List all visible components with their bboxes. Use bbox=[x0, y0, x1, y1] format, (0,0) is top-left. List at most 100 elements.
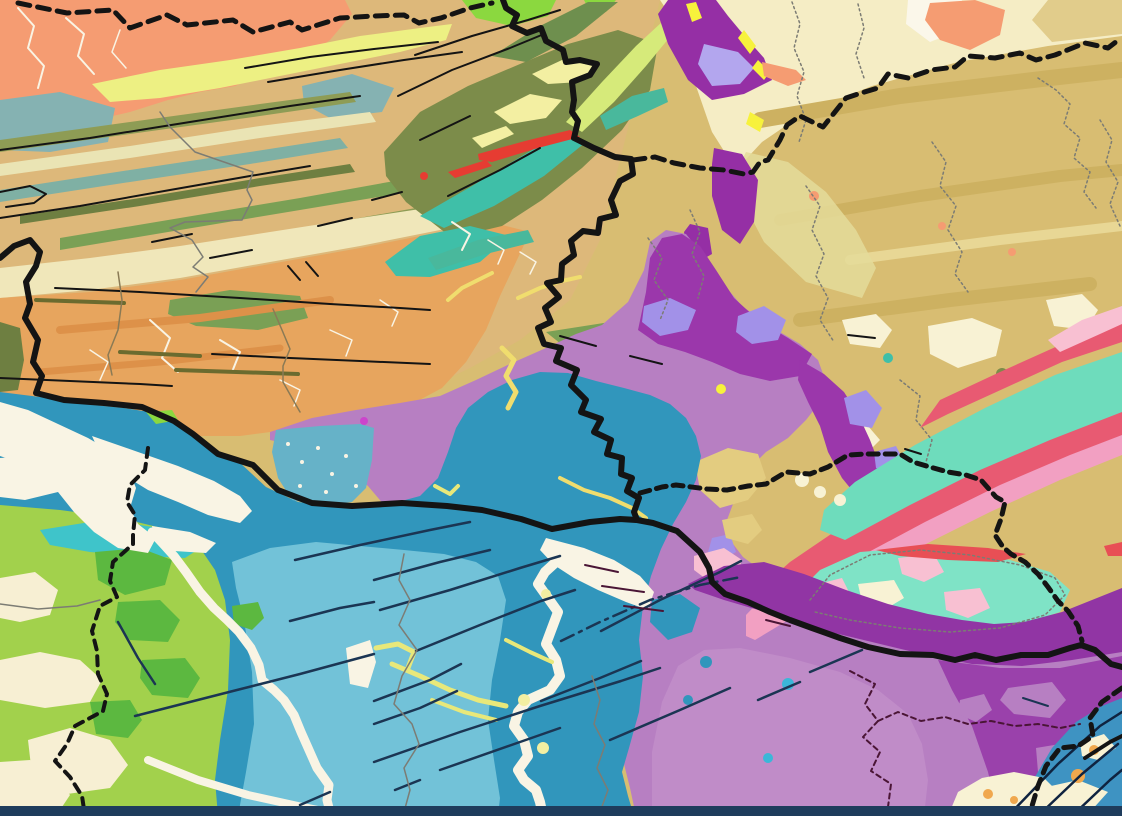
layer-northeast bbox=[660, 0, 1122, 454]
pink-in-mint-2 bbox=[898, 554, 944, 582]
se-dark-band bbox=[688, 562, 1122, 666]
cream-bit-3 bbox=[834, 494, 846, 506]
maroon-dash-3 bbox=[623, 605, 664, 612]
magenta-dot bbox=[360, 417, 368, 425]
fault-orange-1 bbox=[54, 287, 431, 311]
maroon-dash-1 bbox=[584, 564, 619, 573]
lavender-inside bbox=[698, 44, 754, 86]
white-squiggle-11 bbox=[487, 239, 505, 265]
cream-green-2 bbox=[0, 652, 102, 708]
lavender-patch-1 bbox=[736, 306, 786, 344]
layer-bottom-strip bbox=[0, 806, 1122, 816]
speckle-dot-1 bbox=[286, 442, 290, 446]
vein-5c bbox=[504, 638, 554, 664]
yellowgreen-streak bbox=[566, 22, 674, 132]
dotted-ne-3 bbox=[1037, 77, 1097, 209]
speckle-dot-7 bbox=[298, 484, 302, 488]
pale-band bbox=[0, 198, 510, 298]
fault-belt-1 bbox=[244, 41, 439, 69]
white-squiggle-4 bbox=[149, 319, 179, 373]
green-tongue-east bbox=[232, 602, 264, 630]
khaki-streak-2 bbox=[774, 164, 1122, 226]
maroon-dash-2 bbox=[601, 585, 645, 593]
dotted-mid-9 bbox=[899, 379, 933, 463]
white-squiggle-3 bbox=[111, 29, 127, 69]
vein-5a bbox=[389, 661, 509, 709]
dotted-mint-outline bbox=[809, 549, 1066, 633]
mauve-patch-e3 bbox=[958, 694, 992, 722]
dotted-ne-7 bbox=[647, 237, 669, 321]
tick-pale-2 bbox=[305, 261, 319, 277]
red-dot bbox=[420, 172, 428, 180]
olive-mass-ne bbox=[384, 30, 658, 238]
pink-in-mint-3 bbox=[944, 588, 990, 618]
border-solid-west bbox=[0, 237, 640, 532]
speckle-dot-5 bbox=[344, 454, 348, 458]
floodplain-west-2 bbox=[92, 436, 252, 523]
fault-belt-4 bbox=[0, 165, 311, 219]
fault-tick-3 bbox=[317, 217, 353, 227]
tick-khaki-3 bbox=[847, 334, 876, 339]
fault-navy-13b bbox=[808, 648, 864, 674]
white-squiggle-1 bbox=[17, 7, 45, 89]
white-squiggle-7 bbox=[89, 349, 109, 381]
yellow-dot-4 bbox=[537, 742, 549, 754]
cyan-dot-se-2 bbox=[763, 753, 773, 763]
border-dashed-northwest bbox=[15, 0, 495, 35]
coral-band-b bbox=[920, 322, 1122, 428]
fault-tick-4 bbox=[371, 191, 403, 201]
fault-navy-15 bbox=[116, 620, 157, 686]
stripe-teal bbox=[0, 138, 348, 202]
border-dashed-wedge bbox=[1027, 685, 1122, 816]
fault-belt-3 bbox=[0, 95, 361, 151]
fault-navy-17 bbox=[288, 600, 376, 623]
speckle-dot-8 bbox=[324, 490, 328, 494]
red-top-mint bbox=[876, 544, 1026, 562]
teal-streak-ne-2 bbox=[428, 230, 534, 270]
fault-navy-2 bbox=[372, 548, 492, 582]
salmon-patch-top bbox=[925, 0, 1005, 50]
fault-navy-14 bbox=[133, 652, 376, 718]
fault-orange-2 bbox=[0, 377, 173, 387]
bright-purple-north bbox=[638, 234, 812, 381]
vein-1 bbox=[446, 271, 494, 302]
pink-band-b bbox=[1048, 306, 1122, 352]
fault-navy-13a bbox=[756, 680, 802, 702]
fault-navy-12 bbox=[608, 686, 732, 742]
salmon-sliver bbox=[762, 62, 806, 86]
white-squiggle-8 bbox=[329, 329, 353, 357]
fault-tick-2 bbox=[209, 249, 253, 259]
yellow-dot-1 bbox=[716, 384, 726, 394]
fault-hook bbox=[0, 185, 47, 208]
pale-streak-3 bbox=[845, 221, 1122, 265]
river-middle bbox=[509, 557, 565, 816]
mint-band-a bbox=[820, 352, 1122, 540]
khaki-streak-4 bbox=[793, 277, 1097, 327]
cream-topright bbox=[660, 0, 1122, 170]
white-squiggle-6 bbox=[279, 379, 301, 407]
white-squiggle-9 bbox=[379, 299, 399, 327]
wedge-cream-1 bbox=[1042, 780, 1108, 812]
orange-dot-se-2 bbox=[1010, 796, 1018, 804]
maroon-admin-se-1 bbox=[849, 670, 892, 816]
salmon-dot-1 bbox=[809, 191, 819, 201]
stripe-darkolive bbox=[20, 164, 355, 224]
olive-wash-se bbox=[736, 152, 876, 298]
khaki-streak-1 bbox=[752, 62, 1122, 128]
white-squiggle-5 bbox=[219, 339, 241, 373]
darkgreen-left-edge bbox=[0, 322, 24, 392]
stripe-olive-1 bbox=[0, 92, 356, 152]
fault-navy-5 bbox=[372, 662, 463, 703]
fault-navy-3 bbox=[378, 554, 562, 612]
orange-dot-se-1 bbox=[983, 789, 993, 799]
mauve-base bbox=[270, 230, 1122, 816]
floodplain-west-1 bbox=[0, 402, 156, 553]
olive-bar-3 bbox=[118, 350, 202, 358]
dotted-ne-6 bbox=[689, 209, 705, 299]
tick-pale-1 bbox=[287, 265, 301, 281]
layer-rivers bbox=[0, 7, 654, 816]
vein-6 bbox=[433, 484, 460, 496]
